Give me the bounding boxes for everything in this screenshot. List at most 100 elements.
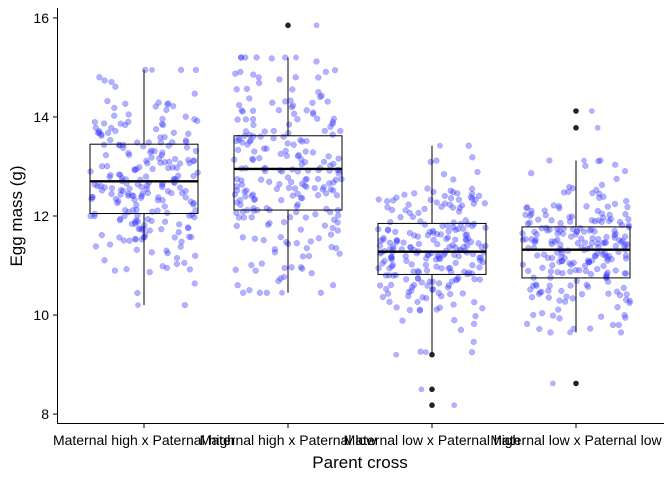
x-tick-label: Maternal high x Paternal high — [53, 432, 235, 448]
data-point — [268, 55, 275, 62]
data-point — [576, 267, 583, 274]
data-point — [546, 282, 553, 289]
data-point — [142, 173, 150, 180]
data-point — [191, 280, 198, 287]
data-point — [133, 246, 140, 253]
data-point — [163, 264, 171, 272]
data-point — [285, 184, 293, 192]
data-point — [292, 74, 299, 81]
data-point — [136, 164, 143, 171]
data-point — [423, 255, 430, 262]
data-point — [444, 284, 452, 291]
data-point — [622, 241, 629, 248]
data-point — [132, 220, 139, 227]
data-point — [279, 289, 285, 296]
data-point — [333, 192, 341, 199]
data-point — [108, 124, 115, 132]
data-point — [596, 194, 603, 201]
data-point — [104, 129, 112, 136]
data-point — [329, 120, 336, 128]
data-point — [386, 298, 393, 306]
data-point — [554, 225, 561, 233]
data-point — [186, 266, 194, 273]
data-point — [134, 218, 141, 225]
data-point — [312, 211, 319, 218]
data-point — [107, 171, 114, 179]
data-point — [524, 220, 532, 227]
data-point — [528, 207, 535, 215]
data-point — [622, 252, 630, 259]
y-tick-label: 8 — [41, 406, 49, 422]
data-point — [390, 197, 397, 204]
data-point — [313, 58, 320, 65]
data-point — [559, 257, 566, 265]
data-point — [122, 121, 129, 129]
data-point — [416, 306, 424, 313]
data-point — [584, 283, 592, 291]
data-point — [192, 66, 200, 74]
data-point — [522, 211, 529, 218]
data-point — [94, 182, 101, 190]
data-point — [608, 256, 615, 263]
data-point — [616, 218, 624, 226]
data-point — [566, 183, 573, 191]
data-point — [175, 172, 182, 179]
data-point — [393, 351, 400, 358]
data-point — [581, 157, 587, 164]
data-point — [303, 244, 310, 252]
data-point — [242, 193, 249, 200]
data-point — [164, 209, 171, 217]
box-iqr — [377, 222, 487, 275]
data-point — [322, 190, 330, 197]
data-point — [301, 158, 309, 166]
data-point — [581, 262, 589, 269]
data-point — [159, 121, 167, 129]
data-point — [465, 142, 472, 149]
data-point — [148, 147, 155, 154]
data-point — [328, 243, 335, 251]
data-point — [393, 237, 400, 244]
data-point — [168, 189, 175, 197]
data-point — [179, 189, 186, 197]
data-point — [293, 209, 300, 216]
data-point — [380, 234, 387, 242]
data-point — [603, 253, 610, 260]
data-point — [247, 137, 254, 144]
data-point — [173, 254, 181, 262]
data-point — [139, 190, 146, 197]
data-point — [451, 251, 458, 259]
data-point — [554, 230, 561, 237]
data-point — [317, 93, 324, 101]
data-point — [612, 242, 619, 250]
outlier-point — [285, 22, 291, 29]
data-point — [239, 139, 246, 146]
data-point — [475, 192, 483, 199]
data-point — [595, 158, 602, 165]
data-point — [249, 191, 257, 198]
data-point — [176, 221, 183, 228]
data-point — [538, 310, 546, 317]
data-point — [405, 288, 412, 296]
data-point — [280, 218, 288, 226]
data-point — [235, 101, 243, 109]
data-point — [111, 104, 118, 112]
data-point — [98, 231, 105, 239]
data-point — [375, 196, 382, 203]
y-tick-label: 14 — [33, 109, 49, 125]
data-point — [144, 160, 151, 167]
data-point — [609, 321, 617, 329]
data-point — [557, 220, 564, 227]
data-point — [104, 97, 111, 105]
data-point — [234, 116, 241, 123]
data-point — [277, 275, 284, 282]
data-point — [269, 99, 276, 106]
data-point — [332, 176, 340, 183]
data-point — [593, 186, 600, 194]
data-point — [464, 235, 472, 242]
data-point — [96, 127, 103, 135]
data-point — [125, 118, 132, 126]
data-point — [165, 164, 172, 172]
x-tick-label: Maternal low x Paternal high — [344, 432, 521, 448]
data-point — [334, 227, 341, 234]
